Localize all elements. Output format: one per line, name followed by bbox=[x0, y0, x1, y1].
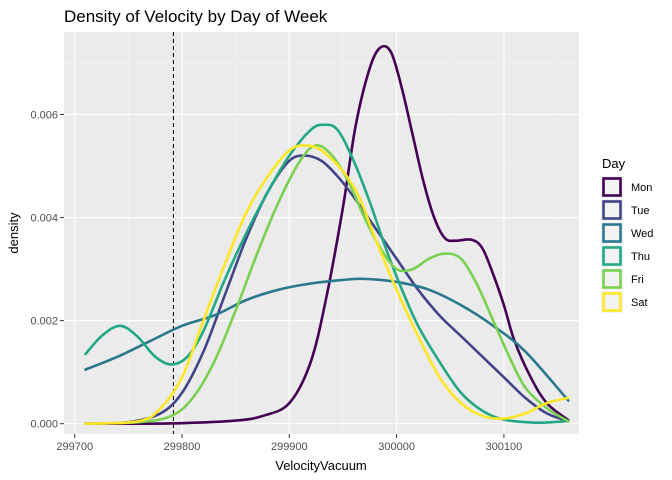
legend-label: Mon bbox=[631, 182, 652, 194]
legend-item-fri: Fri bbox=[601, 268, 644, 290]
legend-label: Thu bbox=[631, 251, 650, 263]
legend-items: Mon Tue Wed Thu Fri Sat bbox=[601, 176, 653, 313]
legend-key-background bbox=[601, 291, 623, 313]
series-line-wed bbox=[84, 277, 570, 402]
x-tick-label: 299800 bbox=[164, 441, 201, 453]
legend-key-background bbox=[601, 222, 623, 244]
y-tick-label: 0.000 bbox=[30, 419, 58, 431]
chart-title: Density of Velocity by Day of Week bbox=[64, 7, 328, 26]
minor-gridlines bbox=[64, 32, 579, 434]
series-line-sat bbox=[84, 144, 570, 425]
legend-key-swatch bbox=[602, 223, 622, 243]
legend-title: Day bbox=[602, 156, 626, 171]
legend-key-swatch bbox=[602, 269, 622, 289]
series-line-mon bbox=[84, 44, 570, 426]
y-axis-ticks: 0.000 0.002 0.004 0.006 bbox=[30, 109, 64, 431]
y-tick-label: 0.002 bbox=[30, 316, 58, 328]
legend-key-swatch bbox=[602, 177, 622, 197]
x-tick-label: 300000 bbox=[378, 441, 415, 453]
x-axis-ticks: 299700 299800 299900 300000 300100 bbox=[56, 434, 522, 453]
y-tick-label: 0.006 bbox=[30, 109, 58, 121]
y-axis-title: density bbox=[6, 212, 21, 254]
legend-item-wed: Wed bbox=[601, 222, 653, 244]
x-tick-label: 300100 bbox=[486, 441, 523, 453]
legend-key-background bbox=[601, 199, 623, 221]
x-tick-label: 299700 bbox=[56, 441, 93, 453]
legend-label: Sat bbox=[631, 297, 648, 309]
series-line-fri bbox=[84, 144, 570, 425]
major-gridlines bbox=[64, 32, 579, 434]
legend-key-background bbox=[601, 245, 623, 267]
legend-key-background bbox=[601, 176, 623, 198]
x-tick-label: 299900 bbox=[271, 441, 308, 453]
x-axis-title: VelocityVacuum bbox=[275, 458, 367, 473]
series-line-tue bbox=[84, 154, 570, 425]
legend-label: Wed bbox=[631, 228, 653, 240]
legend-key-swatch bbox=[602, 200, 622, 220]
legend-item-tue: Tue bbox=[601, 199, 650, 221]
legend: Day Mon Tue Wed Thu Fri Sat bbox=[601, 156, 653, 313]
legend-key-background bbox=[601, 268, 623, 290]
legend-key-swatch bbox=[602, 246, 622, 266]
legend-item-thu: Thu bbox=[601, 245, 650, 267]
series-layer bbox=[84, 44, 570, 426]
legend-label: Fri bbox=[631, 274, 644, 286]
legend-label: Tue bbox=[631, 205, 650, 217]
series-line-thu bbox=[84, 123, 570, 424]
legend-key-swatch bbox=[602, 292, 622, 312]
y-tick-label: 0.004 bbox=[30, 213, 58, 225]
legend-item-sat: Sat bbox=[601, 291, 648, 313]
legend-item-mon: Mon bbox=[601, 176, 652, 198]
